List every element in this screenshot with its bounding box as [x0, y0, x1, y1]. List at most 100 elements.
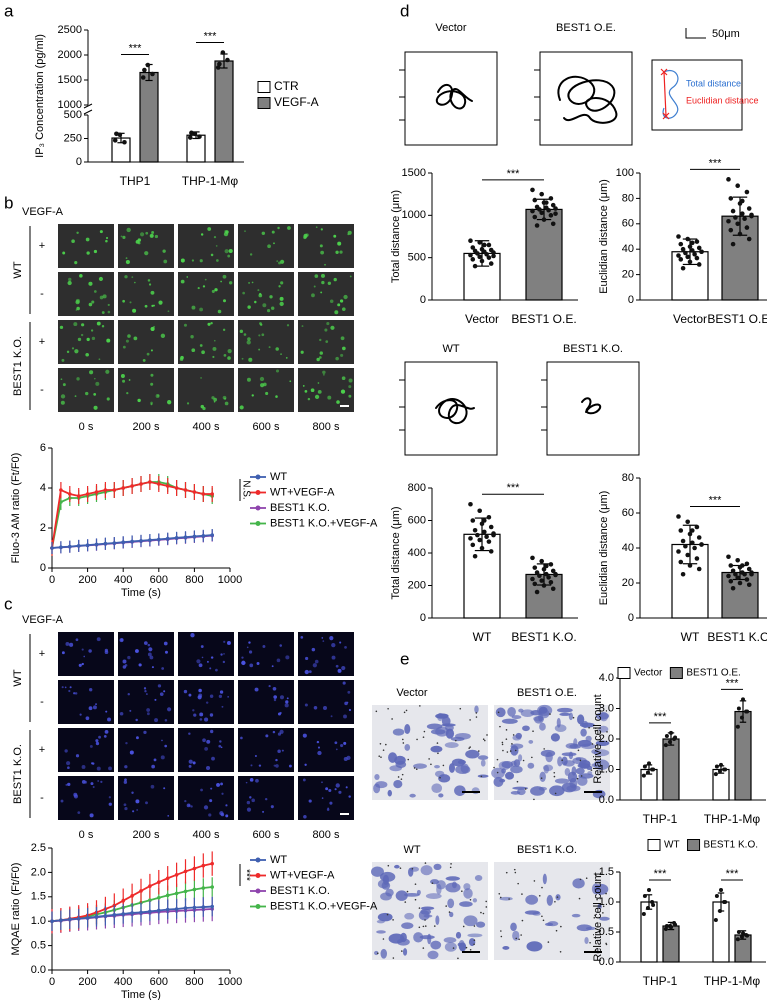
cell	[222, 395, 227, 400]
cell	[312, 663, 317, 668]
data-point	[647, 761, 651, 766]
data-point	[544, 200, 549, 205]
stained-cell	[457, 942, 462, 947]
stained-cell	[444, 942, 457, 952]
pore	[500, 930, 502, 932]
cell	[340, 353, 344, 357]
y-tick-label: 400	[408, 547, 426, 559]
data-point	[488, 261, 494, 266]
stained-cell	[443, 937, 457, 944]
cell	[347, 690, 351, 694]
cell	[314, 659, 319, 664]
cell	[137, 398, 141, 403]
micrograph	[298, 224, 354, 268]
data-point	[468, 238, 473, 244]
cell	[257, 289, 260, 292]
stained-cell	[550, 733, 560, 742]
cell	[120, 235, 123, 238]
condition-label: Vector	[396, 687, 428, 699]
data-point	[735, 937, 740, 942]
point	[139, 889, 143, 893]
point	[50, 546, 54, 550]
box-ticks	[399, 69, 547, 431]
cell	[321, 797, 324, 799]
cell	[319, 351, 323, 355]
data-point	[550, 568, 556, 574]
transwell-image	[494, 862, 610, 960]
cell	[126, 227, 131, 233]
legend-marker	[255, 857, 261, 863]
stained-cell	[564, 767, 571, 776]
data-point	[717, 769, 722, 774]
pore	[382, 938, 385, 940]
cell	[89, 744, 93, 748]
pore	[524, 788, 527, 790]
pore	[594, 727, 597, 729]
cell	[335, 250, 339, 254]
pore	[498, 892, 501, 895]
pore	[555, 929, 558, 932]
cell	[280, 259, 285, 264]
stained-cell	[534, 716, 544, 724]
stained-cell	[501, 718, 518, 724]
data-point	[683, 250, 688, 256]
data-point	[719, 888, 723, 892]
pore	[422, 736, 425, 738]
legend-label: BEST1 K.O.	[704, 840, 758, 851]
treatment-label: -	[40, 288, 44, 300]
stained-cell	[445, 728, 455, 739]
cell	[88, 302, 93, 307]
pore	[468, 747, 470, 749]
trajectory	[581, 397, 602, 415]
pore	[605, 942, 607, 945]
cell	[319, 356, 322, 359]
cell	[204, 278, 207, 281]
cell	[85, 352, 89, 357]
cell	[129, 301, 132, 304]
cell	[190, 335, 194, 339]
inset-label: Total distance	[686, 78, 741, 88]
stained-cell	[377, 912, 393, 922]
data-point	[690, 240, 695, 246]
data-point	[641, 912, 646, 916]
x-tick-label: WT	[681, 630, 700, 644]
data-point	[472, 553, 478, 559]
data-point	[749, 212, 754, 218]
cell	[124, 778, 127, 782]
cell	[261, 231, 266, 236]
stained-cell	[455, 931, 462, 939]
data-point	[687, 531, 693, 537]
stained-cell	[447, 898, 455, 909]
data-point	[642, 764, 647, 769]
cell	[317, 389, 322, 394]
cell	[89, 813, 94, 818]
stained-cell	[510, 765, 523, 774]
cell	[321, 280, 325, 285]
stained-cell	[528, 739, 534, 744]
x-tick-label: THP-1	[643, 974, 678, 988]
cell	[151, 304, 154, 308]
pore	[484, 739, 486, 742]
cell	[222, 660, 226, 664]
cell	[268, 684, 271, 688]
cell	[304, 669, 309, 675]
stained-cell	[395, 890, 408, 901]
treatment-label: -	[40, 696, 44, 708]
pore	[588, 726, 590, 729]
stained-cell	[376, 930, 386, 934]
cell	[135, 239, 140, 244]
legend-swatch	[257, 97, 271, 109]
cell	[346, 701, 349, 704]
data-point	[694, 524, 700, 530]
cell	[101, 311, 105, 314]
cell	[210, 729, 214, 734]
cell	[207, 227, 212, 231]
cell	[251, 281, 254, 284]
stained-cell	[556, 717, 561, 728]
cell	[246, 807, 252, 812]
cell	[320, 250, 325, 255]
cell	[308, 799, 312, 803]
cell	[241, 357, 244, 360]
pore	[480, 775, 483, 778]
stained-cell	[542, 873, 547, 885]
